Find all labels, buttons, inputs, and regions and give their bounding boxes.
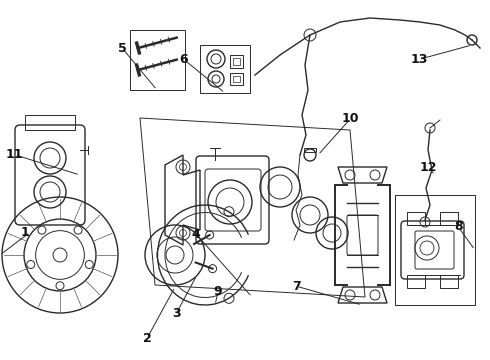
Text: 5: 5 [118,42,127,55]
Text: 4: 4 [192,228,200,240]
Text: 12: 12 [420,161,438,174]
Bar [440,275,458,288]
Text: 3: 3 [172,307,181,320]
Text: 9: 9 [214,285,222,298]
Bar [233,58,240,65]
Bar [25,115,75,130]
Bar [230,73,243,85]
Text: 8: 8 [454,220,463,233]
Bar [304,148,316,152]
Text: 11: 11 [6,148,24,161]
Bar [407,275,425,288]
Bar [130,30,185,90]
Text: 2: 2 [143,332,151,345]
Bar [233,76,240,82]
Bar [200,45,250,93]
Bar [407,212,425,225]
Bar [395,195,475,305]
Text: 10: 10 [342,112,359,125]
Bar [440,212,458,225]
Text: 13: 13 [410,53,428,66]
Text: 1: 1 [20,226,29,239]
Bar [230,55,243,68]
Text: 7: 7 [292,280,301,293]
Text: 6: 6 [179,53,188,66]
